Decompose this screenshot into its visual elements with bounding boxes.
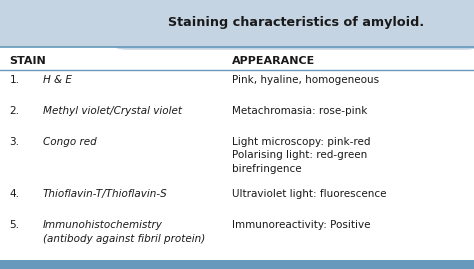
Text: Immunoreactivity: Positive: Immunoreactivity: Positive <box>232 220 371 230</box>
Text: Thioflavin-T/Thioflavin-S: Thioflavin-T/Thioflavin-S <box>43 189 167 199</box>
Text: Methyl violet/Crystal violet: Methyl violet/Crystal violet <box>43 106 182 116</box>
Text: Congo red: Congo red <box>43 137 96 147</box>
Text: 3.: 3. <box>9 137 19 147</box>
Text: Immunohistochemistry
(antibody against fibril protein): Immunohistochemistry (antibody against f… <box>43 220 205 244</box>
Text: Light microscopy: pink-red
Polarising light: red-green
birefringence: Light microscopy: pink-red Polarising li… <box>232 137 371 174</box>
FancyBboxPatch shape <box>109 0 474 50</box>
FancyBboxPatch shape <box>0 47 474 260</box>
Text: Staining characteristics of amyloid.: Staining characteristics of amyloid. <box>168 16 424 29</box>
Text: 5.: 5. <box>9 220 19 230</box>
Text: STAIN: STAIN <box>9 55 46 66</box>
Text: H & E: H & E <box>43 75 72 85</box>
FancyBboxPatch shape <box>0 260 474 269</box>
Text: 2.: 2. <box>9 106 19 116</box>
Text: APPEARANCE: APPEARANCE <box>232 55 316 66</box>
Text: Pink, hyaline, homogeneous: Pink, hyaline, homogeneous <box>232 75 379 85</box>
Text: Ultraviolet light: fluorescence: Ultraviolet light: fluorescence <box>232 189 387 199</box>
Text: 4.: 4. <box>9 189 19 199</box>
Text: 1.: 1. <box>9 75 19 85</box>
Text: Metachromasia: rose-pink: Metachromasia: rose-pink <box>232 106 368 116</box>
